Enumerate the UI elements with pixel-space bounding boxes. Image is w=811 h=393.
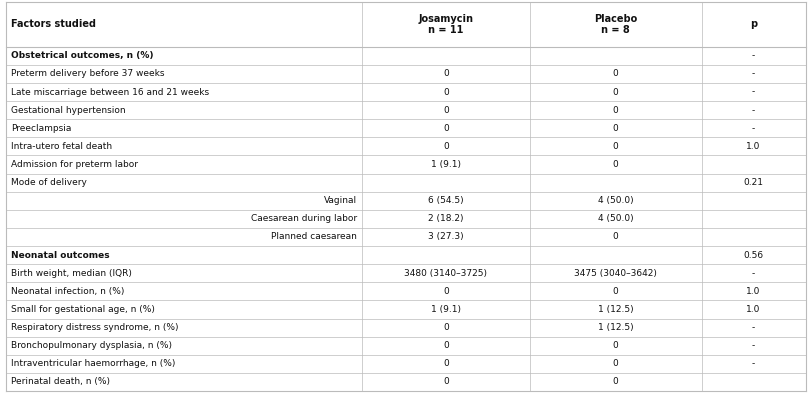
Text: 0: 0: [443, 377, 448, 386]
Text: 1.0: 1.0: [745, 287, 760, 296]
Text: 0: 0: [612, 377, 618, 386]
Text: Planned caesarean: Planned caesarean: [271, 233, 357, 241]
Text: Intra-utero fetal death: Intra-utero fetal death: [11, 142, 113, 151]
Text: Neonatal outcomes: Neonatal outcomes: [11, 251, 109, 260]
Text: 3 (27.3): 3 (27.3): [427, 233, 463, 241]
Text: 0: 0: [612, 124, 618, 133]
Text: 0: 0: [443, 341, 448, 350]
Text: Perinatal death, n (%): Perinatal death, n (%): [11, 377, 110, 386]
Text: Preterm delivery before 37 weeks: Preterm delivery before 37 weeks: [11, 70, 165, 78]
Text: 1 (9.1): 1 (9.1): [431, 160, 461, 169]
Text: Caesarean during labor: Caesarean during labor: [251, 214, 357, 223]
Text: 0: 0: [612, 142, 618, 151]
Text: -: -: [751, 341, 754, 350]
Text: Josamycin
n = 11: Josamycin n = 11: [418, 13, 473, 35]
Text: Small for gestational age, n (%): Small for gestational age, n (%): [11, 305, 155, 314]
Text: Late miscarriage between 16 and 21 weeks: Late miscarriage between 16 and 21 weeks: [11, 88, 209, 97]
Text: Factors studied: Factors studied: [11, 19, 97, 29]
Text: 1 (12.5): 1 (12.5): [597, 323, 633, 332]
Text: 0: 0: [612, 70, 618, 78]
Text: 0.56: 0.56: [743, 251, 762, 260]
Text: 0: 0: [612, 233, 618, 241]
Text: 0: 0: [443, 70, 448, 78]
Text: Gestational hypertension: Gestational hypertension: [11, 106, 126, 115]
Text: 0: 0: [443, 142, 448, 151]
Text: 0: 0: [612, 106, 618, 115]
Text: 3480 (3140–3725): 3480 (3140–3725): [404, 269, 487, 278]
Text: -: -: [751, 269, 754, 278]
Text: 0: 0: [443, 287, 448, 296]
Text: 0: 0: [443, 106, 448, 115]
Text: -: -: [751, 323, 754, 332]
Text: 1.0: 1.0: [745, 142, 760, 151]
Text: 0: 0: [443, 88, 448, 97]
Text: 0: 0: [443, 323, 448, 332]
Text: 0: 0: [612, 341, 618, 350]
Text: 0: 0: [443, 359, 448, 368]
Text: 0: 0: [612, 287, 618, 296]
Text: -: -: [751, 51, 754, 60]
Text: 1.0: 1.0: [745, 305, 760, 314]
Text: 0: 0: [612, 160, 618, 169]
Text: Mode of delivery: Mode of delivery: [11, 178, 87, 187]
Text: -: -: [751, 124, 754, 133]
Text: -: -: [751, 106, 754, 115]
Text: 4 (50.0): 4 (50.0): [597, 214, 633, 223]
Text: 1 (9.1): 1 (9.1): [431, 305, 461, 314]
Text: 2 (18.2): 2 (18.2): [427, 214, 463, 223]
Text: 4 (50.0): 4 (50.0): [597, 196, 633, 205]
Text: 0: 0: [612, 88, 618, 97]
Text: Bronchopulmonary dysplasia, n (%): Bronchopulmonary dysplasia, n (%): [11, 341, 172, 350]
Text: 0: 0: [443, 124, 448, 133]
Text: -: -: [751, 359, 754, 368]
Text: Intraventricular haemorrhage, n (%): Intraventricular haemorrhage, n (%): [11, 359, 175, 368]
Text: Birth weight, median (IQR): Birth weight, median (IQR): [11, 269, 132, 278]
Text: -: -: [751, 88, 754, 97]
Text: Neonatal infection, n (%): Neonatal infection, n (%): [11, 287, 125, 296]
Text: 0: 0: [612, 359, 618, 368]
Text: Admission for preterm labor: Admission for preterm labor: [11, 160, 138, 169]
Text: p: p: [749, 19, 756, 29]
Text: Placebo
n = 8: Placebo n = 8: [594, 13, 637, 35]
Text: Respiratory distress syndrome, n (%): Respiratory distress syndrome, n (%): [11, 323, 178, 332]
Text: -: -: [751, 70, 754, 78]
Text: 1 (12.5): 1 (12.5): [597, 305, 633, 314]
Text: 0.21: 0.21: [743, 178, 762, 187]
Text: 3475 (3040–3642): 3475 (3040–3642): [573, 269, 656, 278]
Text: Obstetrical outcomes, n (%): Obstetrical outcomes, n (%): [11, 51, 153, 60]
Text: 6 (54.5): 6 (54.5): [427, 196, 463, 205]
Text: Vaginal: Vaginal: [324, 196, 357, 205]
Text: Preeclampsia: Preeclampsia: [11, 124, 71, 133]
